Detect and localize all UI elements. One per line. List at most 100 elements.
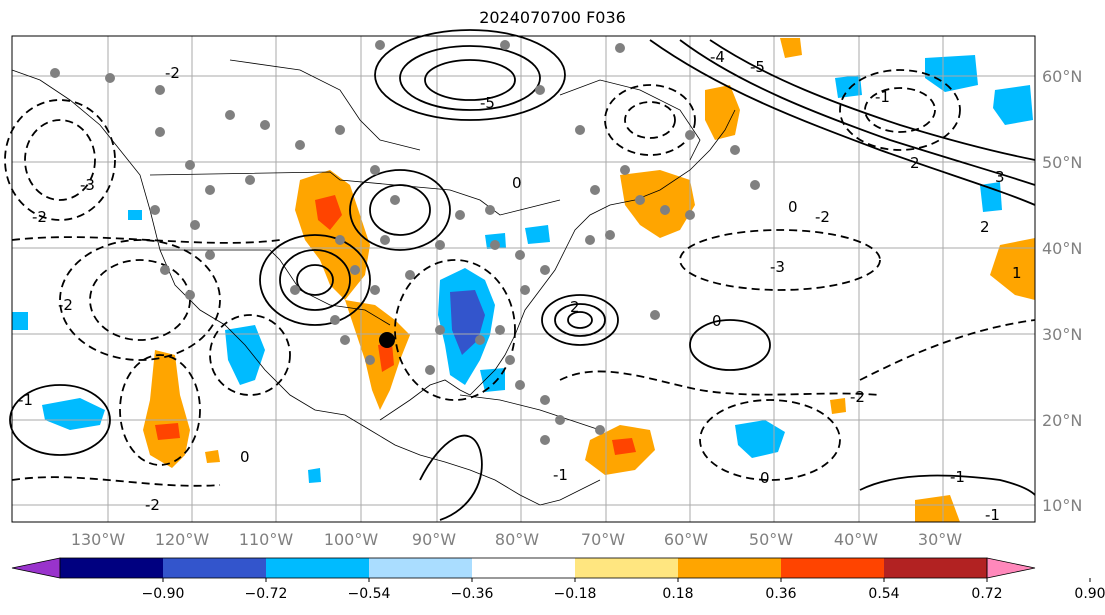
colorbar-tick-label: 0.90: [1074, 586, 1105, 602]
contour-label: 0: [512, 174, 522, 192]
contour-label: -2: [145, 496, 160, 514]
positive-anomaly-area: [705, 85, 740, 140]
positive-anomaly-area: [915, 495, 960, 522]
negative-anomaly-area: [12, 312, 28, 330]
contour-label: 0: [788, 198, 798, 216]
lon-label: 120°W: [155, 530, 210, 549]
contour-label: -2: [850, 388, 865, 406]
positive-anomaly-area: [155, 423, 180, 440]
colorbar-tick-labels: −0.90 −0.72 −0.54 −0.36 −0.18 0.18 0.36 0.54 0.7…: [142, 578, 1105, 602]
contour-label: -3: [80, 176, 95, 194]
colorbar-segment: [472, 558, 575, 578]
colorbar-segment: [781, 558, 884, 578]
contour-label: -2: [165, 64, 180, 82]
positive-anomaly-area: [378, 343, 394, 372]
negative-anomaly-area: [308, 468, 321, 483]
contour-label: -3: [770, 258, 785, 276]
selected-station-marker: [379, 332, 395, 348]
lon-label: 40°W: [834, 530, 878, 549]
colorbar-segment: [60, 558, 163, 578]
contour-label-group: -2 -3 -2 -2 -5 -4 -5 0 -3 2 -1 -2 0 2 3 …: [18, 48, 1022, 524]
contour-label: -1: [875, 88, 890, 106]
lat-label: 20°N: [1042, 411, 1082, 430]
negative-anomaly-area: [993, 85, 1033, 125]
negative-anomaly-area: [835, 75, 862, 98]
colorbar-segment: [884, 558, 987, 578]
colorbar-segment: [678, 558, 781, 578]
colorbar-segment: [369, 558, 472, 578]
lon-label: 90°W: [412, 530, 456, 549]
positive-anomaly-area: [780, 38, 802, 58]
contour-label: 0: [712, 312, 722, 330]
contour-label: -1: [985, 506, 1000, 524]
contour-label: -1: [18, 391, 33, 409]
colorbar-tick-label: −0.36: [451, 586, 494, 602]
colorbar-segment: [575, 558, 678, 578]
coastlines: [11, 59, 736, 506]
contour-label: -2: [32, 208, 47, 226]
positive-anomaly-area: [315, 195, 342, 230]
contour-label: -4: [710, 48, 725, 66]
lon-label: 70°W: [581, 530, 625, 549]
contour-label: -1: [553, 466, 568, 484]
lon-label: 30°W: [918, 530, 962, 549]
positive-anomaly-area: [990, 238, 1035, 300]
lat-label: 40°N: [1042, 239, 1082, 258]
colorbar-extension-high: [986, 557, 1036, 579]
negative-anomaly-area: [925, 55, 978, 92]
lat-label: 60°N: [1042, 67, 1082, 86]
lon-label: 60°W: [664, 530, 708, 549]
contour-label: -5: [750, 58, 765, 76]
contour-lines: [9, 29, 1036, 521]
colorbar-tick-label: −0.54: [348, 586, 391, 602]
negative-anomaly-area: [525, 225, 550, 244]
longitude-labels: 130°W 120°W 110°W 100°W 90°W 80°W 70°W 6…: [71, 530, 962, 549]
map-frame: [11, 35, 1036, 523]
contour-label: -2: [58, 296, 73, 314]
contour-label: -1: [950, 468, 965, 486]
negative-anomaly-area: [42, 398, 105, 430]
contour-label: 0: [760, 469, 770, 487]
positive-anomaly-area: [143, 350, 190, 468]
colorbar-tick-label: −0.72: [245, 586, 288, 602]
contour-label: 2: [570, 298, 580, 316]
lat-label: 30°N: [1042, 325, 1082, 344]
negative-anomaly-area: [128, 210, 142, 220]
contour-label: 1: [1012, 264, 1022, 282]
latitude-labels: 60°N 50°N 40°N 30°N 20°N 10°N: [1042, 67, 1082, 515]
negative-anomaly-area: [480, 368, 505, 392]
contour-label: 0: [240, 448, 250, 466]
colorbar-extension-low: [11, 557, 61, 579]
positive-anomaly-area: [830, 398, 846, 414]
positive-anomaly-area: [620, 170, 695, 238]
colorbar-tick-label: 0.54: [868, 586, 899, 602]
contour-label: 3: [995, 168, 1005, 186]
contour-label: 2: [910, 154, 920, 172]
lon-label: 50°W: [749, 530, 793, 549]
lon-label: 100°W: [324, 530, 379, 549]
colorbar: [11, 557, 1036, 579]
colorbar-tick-label: 0.18: [662, 586, 693, 602]
contour-label: -2: [815, 208, 830, 226]
positive-anomaly-area: [205, 450, 220, 463]
positive-anomaly-area: [612, 438, 636, 455]
colorbar-segment: [163, 558, 266, 578]
lon-label: 130°W: [71, 530, 126, 549]
colorbar-segment: [266, 558, 369, 578]
lat-label: 10°N: [1042, 496, 1082, 515]
colorbar-outline: [59, 557, 988, 579]
lat-lon-grid: [12, 36, 1035, 522]
colorbar-tick-label: −0.18: [554, 586, 597, 602]
colorbar-tick-label: 0.36: [765, 586, 796, 602]
lon-label: 110°W: [239, 530, 294, 549]
contour-label: 2: [980, 218, 990, 236]
station-markers: [50, 40, 760, 445]
map-title: 2024070700 F036: [479, 8, 626, 27]
contour-label: -5: [480, 94, 495, 112]
colorbar-tick-label: −0.90: [142, 586, 185, 602]
dashed-contour-lines: [4, 69, 1036, 487]
lat-label: 50°N: [1042, 153, 1082, 172]
negative-anomaly-area: [735, 420, 785, 458]
colorbar-tick-label: 0.72: [971, 586, 1002, 602]
